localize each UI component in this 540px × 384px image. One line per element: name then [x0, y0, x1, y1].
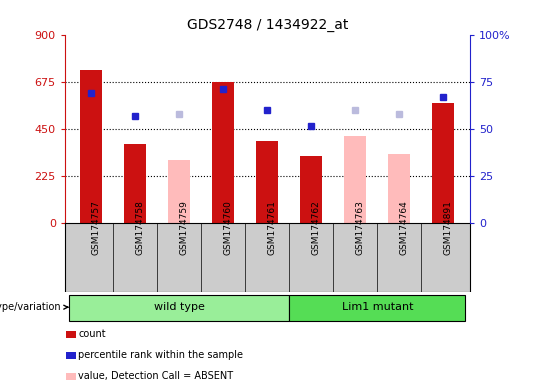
Text: percentile rank within the sample: percentile rank within the sample — [78, 350, 244, 360]
Bar — [256, 141, 278, 223]
Text: genotype/variation: genotype/variation — [0, 302, 68, 312]
Text: wild type: wild type — [154, 302, 205, 312]
FancyBboxPatch shape — [69, 295, 289, 321]
Text: GSM174764: GSM174764 — [400, 200, 408, 255]
Text: GSM174763: GSM174763 — [355, 200, 364, 255]
Text: Lim1 mutant: Lim1 mutant — [342, 302, 413, 312]
Bar — [80, 70, 102, 223]
Text: GSM174758: GSM174758 — [135, 200, 144, 255]
Bar — [345, 136, 366, 223]
Text: value, Detection Call = ABSENT: value, Detection Call = ABSENT — [78, 371, 233, 381]
Text: GSM174760: GSM174760 — [223, 200, 232, 255]
Text: GSM174761: GSM174761 — [267, 200, 276, 255]
Text: GSM174891: GSM174891 — [443, 200, 453, 255]
Text: GSM174757: GSM174757 — [91, 200, 100, 255]
Text: GSM174762: GSM174762 — [312, 200, 320, 255]
Bar — [388, 154, 410, 223]
Bar — [300, 156, 322, 223]
Bar — [212, 82, 234, 223]
Bar — [168, 160, 190, 223]
FancyBboxPatch shape — [289, 295, 465, 321]
Text: GSM174759: GSM174759 — [179, 200, 188, 255]
Bar — [433, 103, 454, 223]
Text: count: count — [78, 329, 106, 339]
Bar — [124, 144, 146, 223]
Title: GDS2748 / 1434922_at: GDS2748 / 1434922_at — [187, 18, 348, 32]
